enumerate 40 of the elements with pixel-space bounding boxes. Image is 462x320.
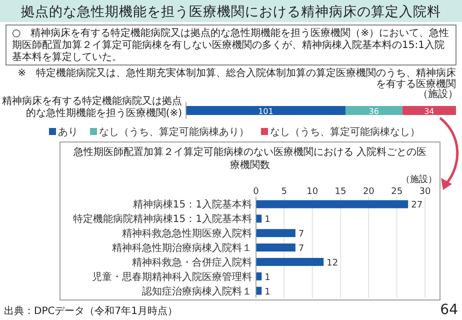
x-tick-label: 20: [362, 187, 375, 197]
y-tick-label: 精神科急性期治療病棟入院料１: [112, 242, 252, 254]
bar: [256, 258, 324, 266]
chart-title: 急性期医師配置加算２イ算定可能病棟のない医療機関における 入院料ごとの医療機関数: [72, 146, 427, 171]
data-label: 1: [264, 287, 270, 298]
x-tick-label: 5: [281, 187, 288, 197]
x-tick-label: 10: [306, 187, 318, 197]
bar: [256, 229, 296, 238]
x-axis-title: （施設）: [418, 88, 458, 100]
legend-label: なし（うち、算定可能病棟あり）: [99, 126, 249, 138]
x-tick-label: 30: [419, 187, 431, 197]
x-tick-label: 25: [391, 187, 403, 197]
legend-label: なし（うち、算定可能病棟なし）: [270, 126, 420, 138]
y-tick-label: 精神科救急・合併症入院料: [132, 256, 252, 268]
data-label: 27: [411, 200, 423, 211]
y-tick-label: 特定機能病院精神病棟15：1入院基本料: [72, 213, 252, 226]
text: ○ 精神病床を有する特定機能病院又は拠点的な急性期機能を担う医療機関（※）において、急性期医師配置加算２イ算定可能病棟を有しない医療機関の多くが、精神病棟入院基本料の15:1入院基本料を算定していた。: [12, 27, 450, 63]
x-axis-title: （施設）: [401, 174, 437, 185]
source-note: 出典：DPCデータ（令和7年1月時点）: [4, 305, 178, 317]
bar: [256, 200, 408, 208]
text: 64: [440, 302, 458, 318]
x-tick-label: 0: [253, 187, 260, 197]
data-label: 1: [264, 272, 270, 283]
y-tick-label: 精神科救急急性期医療入院料: [122, 228, 252, 240]
data-label: 1: [264, 215, 270, 226]
bar: [256, 244, 296, 252]
data-label: 34: [424, 107, 434, 116]
data-label: 7: [298, 244, 304, 254]
chart-title: 拠点的な急性期機能を担う医療機関における精神病床の算定入院料: [21, 4, 441, 20]
data-label: 36: [368, 107, 379, 116]
x-tick-label: 15: [334, 187, 346, 197]
legend-label: あり: [58, 127, 78, 138]
y-tick-label: 精神病床を有する特定機能病院又は拠点的な急性期機能を担う医療機関(※): [2, 95, 182, 119]
data-label: 12: [326, 258, 338, 268]
annotation: ※ 特定機能病院又は、急性期充実体制加算、総合入院体制加算の算定医療機関のうち、精神病床を有する医療機関: [18, 67, 456, 90]
data-label: 7: [298, 230, 304, 240]
y-tick-label: 精神病棟15：1入院基本料: [132, 198, 252, 211]
y-tick-label: 児童・思春期精神科入院医療管理料: [92, 270, 252, 283]
data-label: 101: [258, 107, 274, 116]
y-tick-label: 認知症治療病棟入院料１: [142, 285, 252, 298]
